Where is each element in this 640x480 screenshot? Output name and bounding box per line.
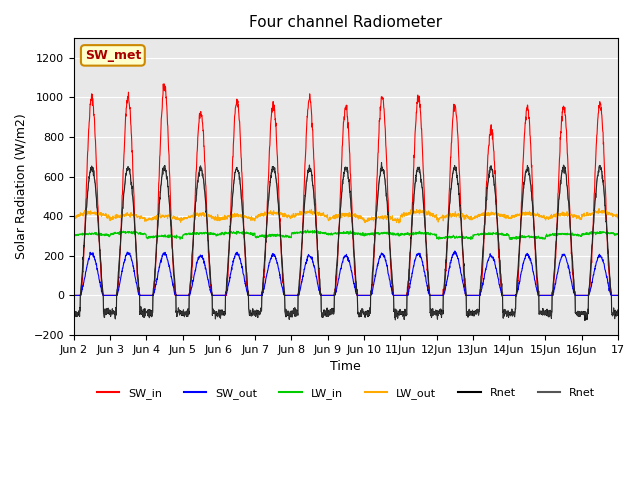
LW_out — [595, 205, 603, 211]
Rnet — [582, 311, 589, 316]
Rnet — [581, 318, 589, 324]
SW_in — [614, 292, 622, 298]
LW_out — [614, 213, 622, 219]
Y-axis label: Solar Radiation (W/m2): Solar Radiation (W/m2) — [15, 114, 28, 259]
SW_out — [451, 248, 458, 254]
Rnet — [582, 311, 589, 316]
LW_out — [221, 214, 229, 220]
Rnet — [504, 308, 512, 314]
Legend: SW_in, SW_out, LW_in, LW_out, Rnet, Rnet: SW_in, SW_out, LW_in, LW_out, Rnet, Rnet — [92, 384, 600, 404]
LW_in — [304, 227, 312, 233]
SW_out — [362, 292, 369, 298]
LW_in — [582, 231, 589, 237]
X-axis label: Time: Time — [330, 360, 361, 373]
SW_out — [504, 292, 512, 298]
LW_in — [504, 232, 512, 238]
SW_out — [581, 292, 589, 298]
SW_in — [504, 292, 512, 298]
SW_out — [221, 292, 229, 298]
SW_in — [374, 163, 381, 169]
Rnet — [378, 160, 385, 166]
LW_in — [362, 233, 369, 239]
SW_out — [373, 263, 381, 269]
SW_out — [70, 292, 77, 298]
Rnet — [373, 202, 381, 207]
Line: SW_out: SW_out — [74, 251, 618, 295]
LW_out — [581, 213, 589, 218]
Rnet — [566, 222, 574, 228]
Rnet — [378, 160, 385, 166]
SW_in — [566, 212, 574, 217]
Line: Rnet: Rnet — [74, 163, 618, 321]
LW_out — [70, 213, 77, 218]
Rnet — [614, 312, 622, 317]
LW_in — [566, 231, 574, 237]
LW_in — [508, 237, 516, 242]
Rnet — [373, 202, 381, 207]
Title: Four channel Radiometer: Four channel Radiometer — [250, 15, 442, 30]
Rnet — [362, 309, 369, 315]
Line: SW_in: SW_in — [74, 84, 618, 295]
Rnet — [70, 315, 77, 321]
Rnet — [566, 222, 574, 228]
Rnet — [614, 312, 622, 317]
LW_in — [221, 231, 229, 237]
SW_in — [222, 292, 230, 298]
Line: LW_out: LW_out — [74, 208, 618, 223]
LW_out — [566, 211, 574, 217]
LW_in — [614, 231, 622, 237]
Rnet — [581, 318, 589, 324]
Line: Rnet: Rnet — [74, 163, 618, 321]
LW_out — [373, 215, 381, 221]
SW_in — [362, 292, 369, 298]
LW_out — [395, 220, 403, 226]
Rnet — [362, 309, 369, 315]
Line: LW_in: LW_in — [74, 230, 618, 240]
LW_in — [374, 231, 381, 237]
LW_out — [504, 213, 512, 218]
Rnet — [70, 315, 77, 321]
SW_in — [581, 292, 589, 298]
Rnet — [221, 290, 229, 296]
Rnet — [221, 290, 229, 296]
LW_in — [70, 233, 77, 239]
Text: SW_met: SW_met — [84, 49, 141, 62]
SW_out — [566, 273, 574, 278]
SW_in — [161, 81, 168, 87]
SW_in — [70, 292, 77, 298]
Rnet — [504, 308, 512, 314]
LW_out — [362, 217, 369, 223]
SW_out — [614, 292, 622, 298]
